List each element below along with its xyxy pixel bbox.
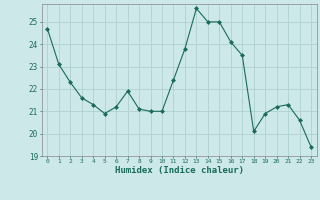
X-axis label: Humidex (Indice chaleur): Humidex (Indice chaleur) <box>115 166 244 175</box>
